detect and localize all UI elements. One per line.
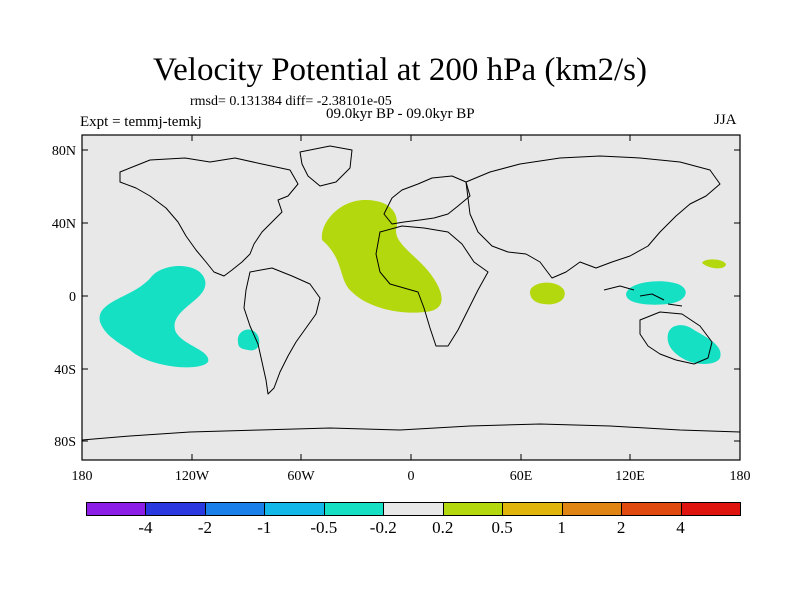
colorbar-swatch [561, 502, 623, 516]
season-label: JJA [714, 112, 737, 128]
colorbar-swatch [86, 502, 147, 516]
lon-labels: 180 120W 60W 0 60E 120E 180 [72, 469, 751, 484]
stats-line: rmsd= 0.131384 diff= -2.38101e-05 [190, 94, 392, 109]
axis-ticks [81, 135, 741, 460]
positive-anomaly-west-pacific [702, 259, 726, 269]
coast-indonesia [603, 285, 683, 307]
colorbar-label: -4 [138, 518, 153, 537]
colorbar-swatch [204, 502, 266, 516]
colorbar [86, 502, 741, 516]
anomaly-regions [99, 200, 726, 368]
colorbar-label: 2 [616, 518, 626, 537]
coast-asia [465, 155, 721, 279]
colorbar-label: 0.5 [491, 518, 513, 537]
lon-tick-label: 60W [287, 469, 315, 484]
colorbar-swatch [502, 502, 563, 516]
colorbar-swatch [621, 502, 682, 516]
colorbar-label: -2 [197, 518, 212, 537]
lat-tick-label: 80S [54, 435, 76, 450]
positive-anomaly-indian-ocean [530, 282, 565, 305]
colorbar-swatch [264, 502, 325, 516]
coast-antarctica [81, 423, 741, 441]
lon-tick-label: 180 [730, 469, 751, 484]
colorbar-swatch [442, 502, 504, 516]
lat-tick-label: 0 [69, 290, 76, 305]
colorbar-label: -1 [257, 518, 272, 537]
lon-tick-label: 60E [510, 469, 533, 484]
colorbar-label: 1 [557, 518, 566, 537]
coast-south-america [243, 267, 321, 395]
lon-tick-label: 180 [72, 469, 93, 484]
colorbar-label: -0.5 [310, 518, 338, 537]
lat-tick-label: 40N [52, 217, 76, 232]
lon-tick-label: 120E [615, 469, 645, 484]
experiment-label: Expt = temmj-temkj [80, 114, 202, 130]
colorbar-label: -0.2 [369, 518, 397, 537]
coast-africa [375, 225, 489, 347]
period-label: 09.0kyr BP - 09.0kyr BP [326, 106, 475, 122]
coast-greenland [299, 145, 353, 187]
colorbar-swatch [323, 502, 385, 516]
lon-tick-label: 120W [175, 469, 210, 484]
coast-north-america [119, 157, 299, 277]
figure-title: Velocity Potential at 200 hPa (km2/s) [152, 52, 648, 88]
negative-anomaly-south-pacific [99, 265, 209, 368]
negative-anomaly-australia [667, 325, 721, 364]
coast-australia [639, 311, 713, 365]
colorbar-label: 0.2 [432, 518, 454, 537]
lat-labels: 80N 40N 0 40S 80S [52, 144, 76, 450]
colorbar-label: 4 [676, 518, 685, 537]
coastlines [81, 145, 741, 441]
negative-anomaly-maritime-continent [626, 281, 686, 305]
lat-tick-label: 40S [54, 363, 76, 378]
lon-tick-label: 0 [408, 469, 415, 484]
colorbar-swatch [680, 502, 741, 516]
coast-europe [383, 175, 471, 225]
positive-anomaly-atlantic-africa [321, 200, 442, 313]
colorbar-swatch [383, 502, 444, 516]
lat-tick-label: 80N [52, 144, 76, 159]
colorbar-swatch [145, 502, 206, 516]
